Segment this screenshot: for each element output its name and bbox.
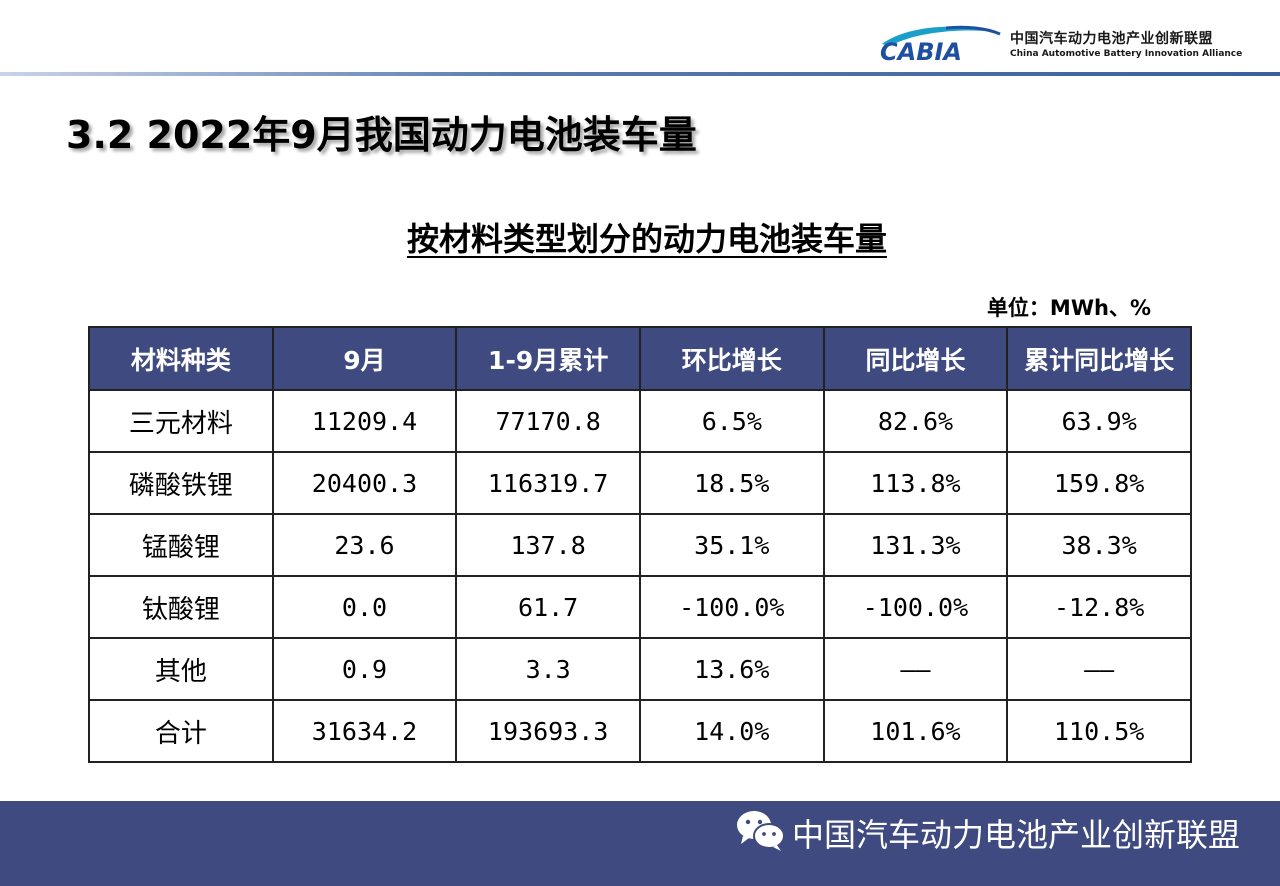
cell-september: 20400.3 [271,451,458,515]
header-yoy-growth: 同比增长 [822,326,1009,391]
cell-mom: 14.0% [638,699,825,763]
cell-material: 合计 [88,699,274,763]
cell-cumulative: 3.3 [455,637,641,701]
cell-mom: 35.1% [638,513,825,577]
wechat-icon [737,811,785,851]
cell-cumulative: 116319.7 [455,451,641,515]
header-divider [0,72,1280,76]
header-cumulative-yoy: 累计同比增长 [1006,326,1192,391]
org-name-en: China Automotive Battery Innovation Alli… [1010,49,1243,59]
table-title-text: 按材料类型划分的动力电池装车量 [406,220,887,258]
cell-material: 三元材料 [88,389,274,453]
cell-yoy: -100.0% [822,575,1009,639]
cell-cumulative-yoy: 159.8% [1006,451,1192,515]
cell-september: 31634.2 [271,699,458,763]
top-banner: CABIA 中国汽车动力电池产业创新联盟 China Automotive Ba… [0,0,1280,78]
cell-yoy: 131.3% [822,513,1009,577]
table-row: 其他 0.9 3.3 13.6% —— —— [88,637,1192,701]
table-title: 按材料类型划分的动力电池装车量 [0,214,1280,260]
cell-september: 0.9 [271,637,458,701]
table-row: 钛酸锂 0.0 61.7 -100.0% -100.0% -12.8% [88,575,1192,639]
cell-cumulative-yoy: -12.8% [1006,575,1192,639]
cell-cumulative: 61.7 [455,575,641,639]
header-september: 9月 [271,326,458,391]
unit-label: 单位：MWh、% [986,296,1151,320]
battery-material-table: 材料种类 9月 1-9月累计 环比增长 同比增长 累计同比增长 三元材料 112… [88,326,1192,763]
header-material: 材料种类 [88,326,274,391]
cell-mom: 6.5% [638,389,825,453]
cell-cumulative: 77170.8 [455,389,641,453]
cell-yoy: 113.8% [822,451,1009,515]
logo-wordmark: CABIA [880,38,962,64]
table-row: 合计 31634.2 193693.3 14.0% 101.6% 110.5% [88,699,1192,763]
cell-cumulative-yoy: 110.5% [1006,699,1192,763]
cell-yoy: 82.6% [822,389,1009,453]
cell-september: 23.6 [271,513,458,577]
header-mom-growth: 环比增长 [638,326,825,391]
org-name-cn: 中国汽车动力电池产业创新联盟 [1010,31,1213,47]
org-name-block: 中国汽车动力电池产业创新联盟 China Automotive Battery … [1010,30,1270,60]
cell-mom: -100.0% [638,575,825,639]
header-cumulative: 1-9月累计 [455,326,641,391]
cell-cumulative: 137.8 [455,513,641,577]
footer-bar [0,801,1280,886]
table-row: 锰酸锂 23.6 137.8 35.1% 131.3% 38.3% [88,513,1192,577]
footer-org-name: 中国汽车动力电池产业创新联盟 [792,816,1241,854]
cell-mom: 13.6% [638,637,825,701]
page-title: 3.2 2022年9月我国动力电池装车量 [66,113,697,157]
cell-material: 磷酸铁锂 [88,451,274,515]
cell-cumulative: 193693.3 [455,699,641,763]
cell-cumulative-yoy: —— [1006,637,1192,701]
cabia-logo: CABIA [880,25,1001,64]
cell-cumulative-yoy: 63.9% [1006,389,1192,453]
cell-material: 其他 [88,637,274,701]
cell-cumulative-yoy: 38.3% [1006,513,1192,577]
table-row: 三元材料 11209.4 77170.8 6.5% 82.6% 63.9% [88,389,1192,453]
cell-material: 钛酸锂 [88,575,274,639]
cell-mom: 18.5% [638,451,825,515]
cell-september: 11209.4 [271,389,458,453]
table-row: 磷酸铁锂 20400.3 116319.7 18.5% 113.8% 159.8… [88,451,1192,515]
table-header-row: 材料种类 9月 1-9月累计 环比增长 同比增长 累计同比增长 [88,326,1192,391]
cell-yoy: 101.6% [822,699,1009,763]
cell-september: 0.0 [271,575,458,639]
cell-material: 锰酸锂 [88,513,274,577]
cell-yoy: —— [822,637,1009,701]
